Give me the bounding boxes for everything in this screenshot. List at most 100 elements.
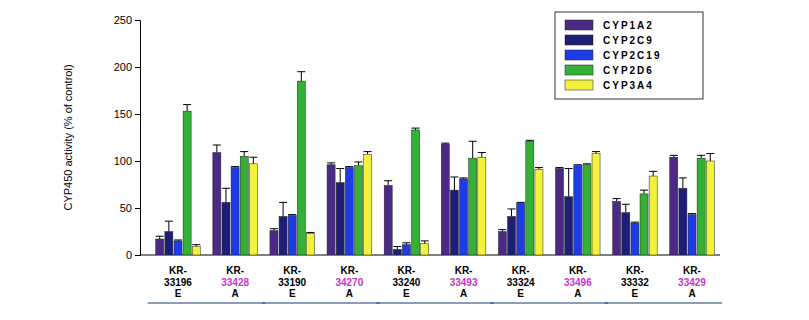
bar xyxy=(613,201,621,255)
x-axis: KR-33196EKR-33428AKR-33190EKR-34270AKR-3… xyxy=(140,255,720,299)
error-bar xyxy=(327,163,335,165)
bar xyxy=(526,141,534,255)
group-underline xyxy=(490,302,608,303)
x-tick-label-line: E xyxy=(632,288,639,299)
bar xyxy=(213,153,221,255)
error-bar xyxy=(213,145,221,153)
x-tick-label-line: KR- xyxy=(226,265,244,276)
bar xyxy=(270,231,278,255)
bar xyxy=(679,188,687,255)
bar xyxy=(450,190,458,255)
x-tick: KR-33332E xyxy=(621,255,649,299)
bar xyxy=(249,164,257,255)
legend-swatch xyxy=(565,65,593,75)
bar xyxy=(556,169,564,255)
x-tick: KR-33496A xyxy=(564,255,592,299)
x-tick: KR-33240E xyxy=(393,255,421,299)
x-tick-label-line: KR- xyxy=(683,265,701,276)
y-tick-label: 100 xyxy=(114,155,132,167)
error-bar xyxy=(421,241,429,244)
bar xyxy=(565,197,573,255)
error-bar xyxy=(249,157,257,164)
bar xyxy=(412,130,420,255)
bar xyxy=(279,216,287,255)
error-bar xyxy=(364,152,372,155)
group-underline xyxy=(262,302,380,303)
bar xyxy=(469,158,477,255)
x-tick-label-line: E xyxy=(175,288,182,299)
error-bar xyxy=(279,202,287,216)
x-tick-label-line: 33190 xyxy=(278,277,306,288)
bar xyxy=(697,158,705,255)
bar xyxy=(478,157,486,255)
bar xyxy=(354,166,362,255)
bar xyxy=(402,245,410,255)
y-tick: 250 xyxy=(114,14,140,26)
x-tick: KR-33429A xyxy=(678,255,706,299)
y-axis: 0 50 100 150 200 250 xyxy=(114,14,141,261)
chart: 050100150200250CYP450 activity (% of con… xyxy=(0,0,809,320)
bar xyxy=(183,111,191,255)
bar xyxy=(156,239,164,255)
bar xyxy=(364,154,372,255)
x-tick-label: KR-33493A xyxy=(450,265,478,299)
error-bar xyxy=(706,153,714,161)
x-tick-label-line: KR- xyxy=(340,265,358,276)
y-tick-label: 50 xyxy=(120,202,132,214)
bar xyxy=(622,213,630,255)
y-tick-mark xyxy=(135,67,140,68)
x-tick-label: KR-33332E xyxy=(621,265,649,299)
x-tick-label-line: KR- xyxy=(626,265,644,276)
group-underline xyxy=(376,302,494,303)
bar xyxy=(327,165,335,255)
legend-swatch xyxy=(565,20,593,30)
x-tick-label-line: 33429 xyxy=(678,277,706,288)
bar xyxy=(535,169,543,255)
bar xyxy=(706,161,714,255)
error-bar xyxy=(508,209,516,217)
bar xyxy=(670,157,678,255)
x-tick-label-line: E xyxy=(289,288,296,299)
error-bar xyxy=(336,169,344,183)
x-tick-label-line: 33240 xyxy=(393,277,421,288)
y-tick-mark xyxy=(135,161,140,162)
error-bar xyxy=(297,72,305,81)
error-bar xyxy=(192,245,200,247)
legend-swatch xyxy=(565,35,593,45)
x-tick-label-line: A xyxy=(574,288,581,299)
y-tick: 150 xyxy=(114,108,140,120)
x-tick-label-line: 33324 xyxy=(507,277,535,288)
bar xyxy=(384,185,392,255)
legend: CYP1A2CYP2C9CYP2C19CYP2D6CYP3A4 xyxy=(555,12,703,99)
x-tick-label-line: A xyxy=(231,288,238,299)
error-bar xyxy=(393,247,401,250)
legend-label: CYP1A2 xyxy=(603,20,654,31)
bar xyxy=(421,244,429,255)
error-bar xyxy=(535,168,543,170)
error-bar xyxy=(240,152,248,157)
error-bar xyxy=(165,221,173,231)
x-tick-label-line: KR- xyxy=(169,265,187,276)
legend-label: CYP3A4 xyxy=(603,80,654,91)
x-tick-label-line: 33496 xyxy=(564,277,592,288)
legend-swatch xyxy=(565,80,593,90)
bar xyxy=(231,168,239,255)
y-tick-label: 200 xyxy=(114,61,132,73)
bar xyxy=(222,202,230,255)
series xyxy=(174,165,696,255)
legend-label: CYP2C9 xyxy=(603,35,654,46)
bar xyxy=(649,176,657,255)
x-tick: KR-33324E xyxy=(507,255,535,299)
legend-label: CYP2D6 xyxy=(603,65,654,76)
bar xyxy=(460,179,468,255)
y-tick-mark xyxy=(135,114,140,115)
y-tick: 0 xyxy=(126,249,140,261)
error-bar xyxy=(498,230,506,232)
bar xyxy=(393,249,401,255)
legend-box xyxy=(555,12,703,99)
y-tick: 200 xyxy=(114,61,140,73)
error-bar xyxy=(402,243,410,245)
x-tick-label-line: KR- xyxy=(283,265,301,276)
x-tick-label-line: A xyxy=(346,288,353,299)
x-tick-label: KR-33240E xyxy=(393,265,421,299)
